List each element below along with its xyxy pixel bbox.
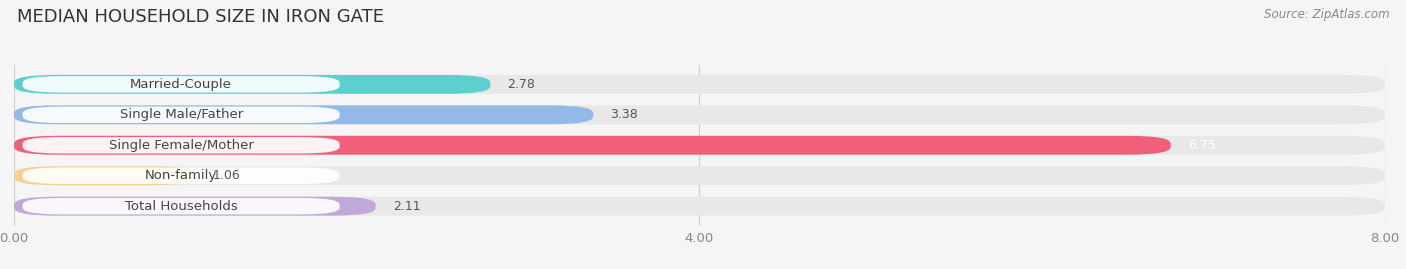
FancyBboxPatch shape (22, 168, 340, 184)
Text: 2.78: 2.78 (508, 78, 536, 91)
FancyBboxPatch shape (22, 107, 340, 123)
FancyBboxPatch shape (14, 136, 1385, 155)
FancyBboxPatch shape (14, 166, 195, 185)
Text: Source: ZipAtlas.com: Source: ZipAtlas.com (1264, 8, 1389, 21)
FancyBboxPatch shape (14, 105, 1385, 124)
FancyBboxPatch shape (14, 197, 1385, 216)
Text: MEDIAN HOUSEHOLD SIZE IN IRON GATE: MEDIAN HOUSEHOLD SIZE IN IRON GATE (17, 8, 384, 26)
Text: Single Female/Mother: Single Female/Mother (108, 139, 253, 152)
Text: Single Male/Father: Single Male/Father (120, 108, 243, 121)
FancyBboxPatch shape (22, 76, 340, 93)
FancyBboxPatch shape (14, 197, 375, 216)
Text: Non-family: Non-family (145, 169, 218, 182)
Text: Married-Couple: Married-Couple (131, 78, 232, 91)
Text: Total Households: Total Households (125, 200, 238, 213)
Text: 3.38: 3.38 (610, 108, 638, 121)
FancyBboxPatch shape (14, 105, 593, 124)
FancyBboxPatch shape (14, 166, 1385, 185)
FancyBboxPatch shape (22, 198, 340, 214)
FancyBboxPatch shape (14, 75, 491, 94)
FancyBboxPatch shape (22, 137, 340, 154)
Text: 6.75: 6.75 (1188, 139, 1216, 152)
Text: 2.11: 2.11 (392, 200, 420, 213)
FancyBboxPatch shape (14, 136, 1171, 155)
Text: 1.06: 1.06 (212, 169, 240, 182)
FancyBboxPatch shape (14, 75, 1385, 94)
